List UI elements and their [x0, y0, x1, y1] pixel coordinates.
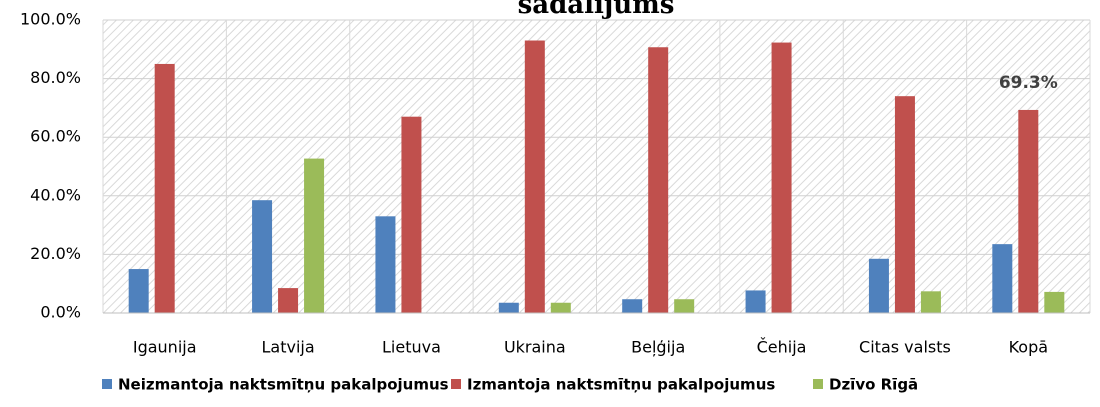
- bar: [524, 40, 545, 313]
- bar: [154, 63, 175, 314]
- bar: [498, 302, 519, 313]
- bar: [1044, 291, 1065, 313]
- y-tick-label: 40.0%: [30, 185, 81, 204]
- bar: [375, 216, 396, 313]
- legend-label: Neizmantoja naktsmītņu pakalpojumus: [118, 376, 449, 394]
- bar: [868, 258, 889, 313]
- x-tick-label: Igaunija: [133, 338, 197, 357]
- bar: [674, 299, 695, 313]
- bar: [278, 288, 299, 313]
- x-tick-label: Lietuva: [382, 338, 441, 357]
- bar: [745, 290, 766, 313]
- bar: [1018, 109, 1039, 314]
- bar: [401, 116, 422, 313]
- x-tick-label: Čehija: [757, 338, 807, 357]
- legend-swatch: [451, 379, 461, 389]
- x-tick-label: Beļģija: [631, 338, 685, 357]
- bar: [622, 299, 643, 313]
- x-tick-label: Ukraina: [504, 338, 566, 357]
- bar: [252, 200, 273, 313]
- chart-title: sadalījums: [518, 0, 675, 20]
- data-label: 69.3%: [999, 73, 1058, 93]
- y-tick-label: 60.0%: [30, 127, 81, 146]
- y-tick-label: 100.0%: [20, 10, 81, 29]
- bar: [992, 244, 1013, 313]
- y-tick-label: 0.0%: [40, 303, 81, 322]
- legend-label: Dzīvo Rīgā: [829, 376, 918, 394]
- bar: [128, 269, 149, 313]
- bar: [920, 291, 941, 313]
- legend: Neizmantoja naktsmītņu pakalpojumus Izman…: [102, 376, 918, 394]
- legend-label: Izmantoja naktsmītņu pakalpojumus: [467, 376, 775, 394]
- y-tick-label: 20.0%: [30, 244, 81, 263]
- y-tick-label: 80.0%: [30, 68, 81, 87]
- bar: [771, 42, 792, 313]
- bar: [648, 47, 669, 314]
- x-tick-label: Latvija: [261, 338, 314, 357]
- bar: [894, 96, 915, 314]
- legend-swatch: [102, 379, 112, 389]
- bar: [304, 158, 325, 313]
- legend-swatch: [813, 379, 823, 389]
- x-tick-label: Citas valsts: [859, 338, 951, 357]
- bar: [550, 302, 571, 313]
- x-tick-label: Kopā: [1009, 338, 1048, 357]
